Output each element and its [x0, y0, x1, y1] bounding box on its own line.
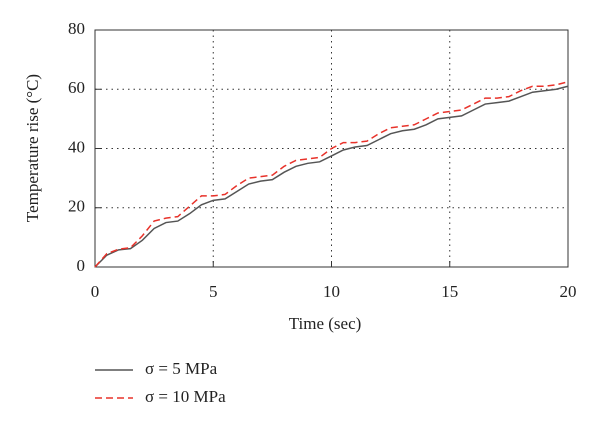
legend-label: σ = 10 MPa: [145, 387, 226, 406]
plot-frame: [94, 29, 569, 268]
y-tick-label: 80: [68, 19, 85, 38]
y-tick-label: 0: [77, 256, 86, 275]
line-series: [94, 81, 569, 268]
y-tick-label: 20: [68, 197, 85, 216]
x-axis-label: Time (sec): [289, 314, 362, 333]
x-tick-label: 10: [323, 282, 340, 301]
legend-label: σ = 5 MPa: [145, 359, 218, 378]
y-tick-label: 60: [68, 78, 85, 97]
x-tick-label: 15: [441, 282, 458, 301]
y-axis-label: Temperature rise (°C): [23, 74, 42, 222]
x-tick-label: 0: [91, 282, 100, 301]
y-tick-label: 40: [68, 137, 85, 156]
line-series: [94, 85, 569, 268]
x-tick-label: 20: [560, 282, 577, 301]
x-tick-label: 5: [209, 282, 218, 301]
